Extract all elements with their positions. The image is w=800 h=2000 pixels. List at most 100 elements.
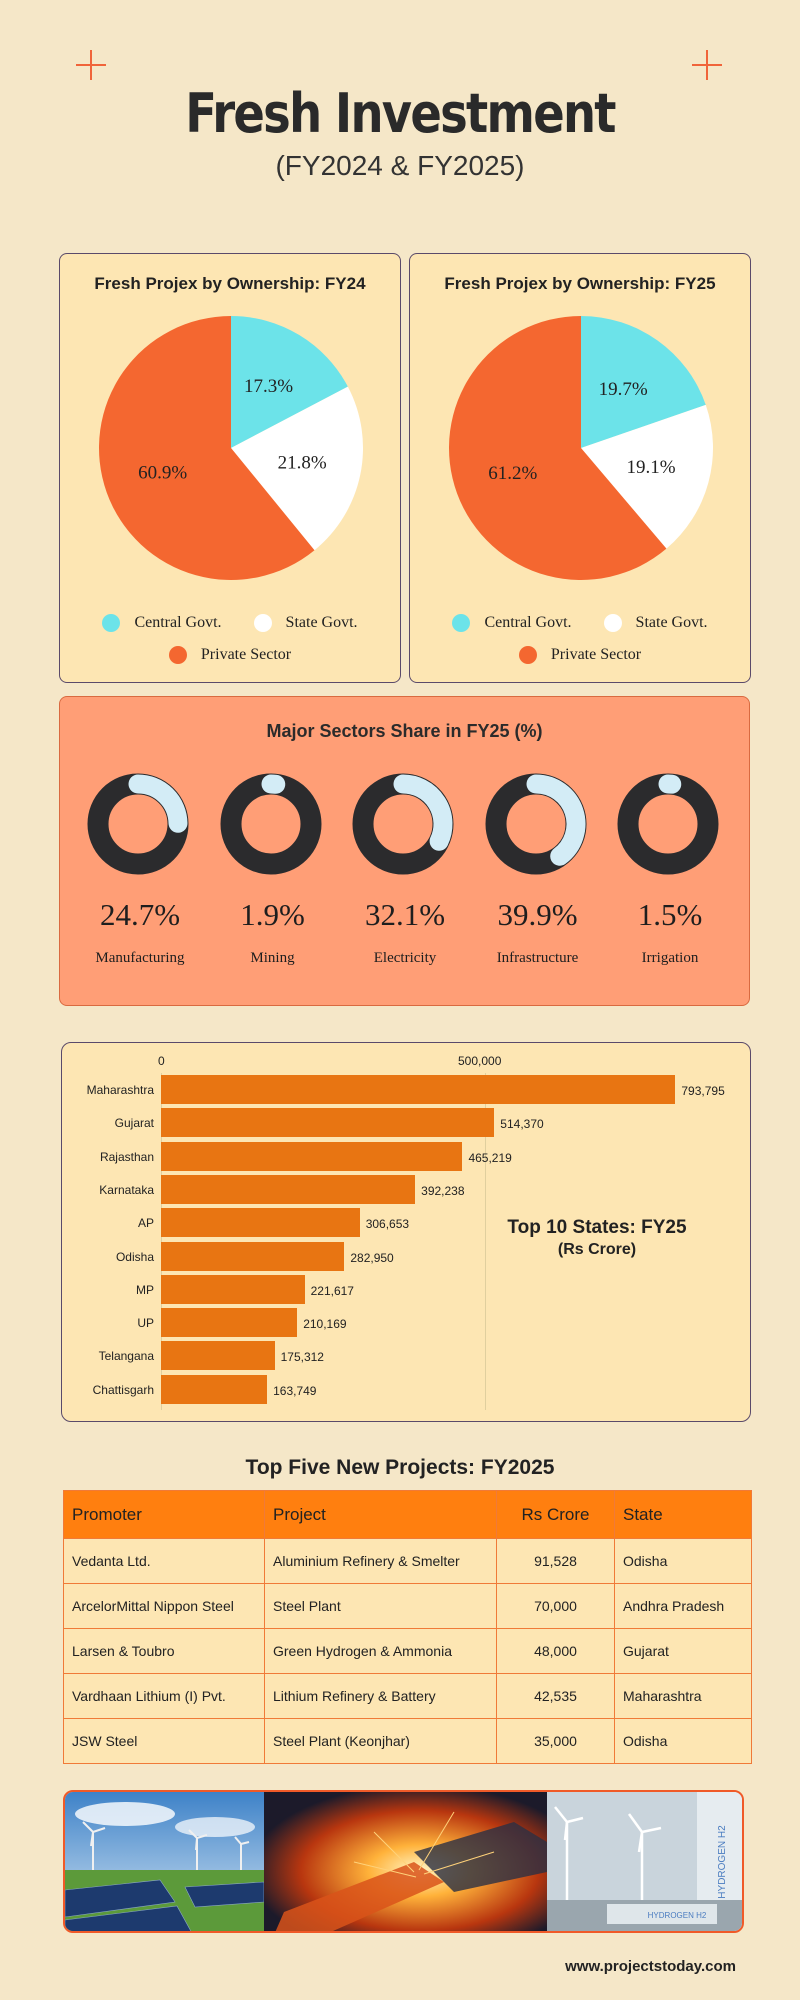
sector-label: Irrigation (641, 950, 699, 966)
table-cell: Green Hydrogen & Ammonia (264, 1628, 497, 1674)
pie-slice-label: 61.2% (488, 463, 537, 484)
table-row: Vardhaan Lithium (I) Pvt. Lithium Refine… (63, 1673, 752, 1719)
x-tick-label: 0 (158, 1054, 165, 1068)
table-cell: Odisha (614, 1718, 752, 1764)
bar-chattisgarh (161, 1374, 268, 1404)
table-cell: Steel Plant (Keonjhar) (264, 1718, 497, 1764)
bar-category-label: Odisha (115, 1249, 154, 1264)
svg-text:HYDROGEN H2: HYDROGEN H2 (648, 1911, 707, 1920)
sector-value: 32.1% (364, 897, 446, 932)
bar-gridline (485, 1073, 486, 1410)
bar-chart-subtitle: (Rs Crore) (557, 1241, 637, 1258)
decor-plus-icon (692, 50, 722, 80)
donut-chart (352, 773, 454, 875)
pie-slice-label: 19.1% (626, 457, 675, 478)
pie-slice-label: 60.9% (138, 462, 187, 483)
table-row: Larsen & Toubro Green Hydrogen & Ammonia… (63, 1628, 752, 1674)
sectors-title: Major Sectors Share in FY25 (%) (266, 721, 543, 741)
donut-fill (526, 774, 585, 866)
legend-label: State Govt. (635, 614, 708, 631)
sector-donut-irrigation: 1.5% Irrigation (610, 772, 730, 966)
legend-label: Private Sector (200, 646, 292, 663)
column-header: Promoter (63, 1490, 265, 1539)
bar-rajasthan (161, 1141, 463, 1171)
donut-track (617, 773, 719, 875)
bar-category-label: Maharashtra (86, 1083, 154, 1097)
legend-label: Central Govt. (134, 614, 222, 631)
table-cell: Steel Plant (264, 1583, 497, 1629)
x-tick-label: 500,000 (458, 1054, 502, 1068)
legend-swatch-state (253, 614, 272, 632)
pie-slice-label: 21.8% (278, 452, 327, 473)
bar-category-label: Chattisgarh (92, 1382, 154, 1397)
photo-strip: HYDROGEN H2 HYDROGEN H2 (63, 1790, 744, 1933)
hydrogen-plant-image: HYDROGEN H2 HYDROGEN H2 (547, 1792, 742, 1931)
sector-value: 1.9% (240, 897, 305, 932)
bar-value-label: 175,312 (280, 1350, 324, 1365)
table-cell: Gujarat (614, 1628, 752, 1674)
sector-donut-electricity: 32.1% Electricity (345, 772, 465, 966)
bar-category-label: Karnataka (99, 1182, 154, 1197)
pie-slice-private (449, 316, 667, 580)
table-cell: 91,528 (496, 1538, 615, 1584)
table-row: Vedanta Ltd. Aluminium Refinery & Smelte… (63, 1538, 752, 1584)
bar-category-label: AP (137, 1216, 154, 1231)
legend-swatch-state (603, 614, 622, 632)
table-cell: Maharashtra (614, 1673, 752, 1719)
projects-table: Promoter Project Rs Crore State Vedanta … (63, 1490, 752, 1764)
column-header: Rs Crore (496, 1490, 615, 1539)
bar-value-label: 282,950 (350, 1250, 394, 1265)
legend-item-central: Central Govt. (452, 614, 572, 632)
table-header-row: Promoter Project Rs Crore State (63, 1490, 752, 1539)
solar-wind-image (65, 1792, 264, 1931)
bar-odisha (161, 1241, 345, 1271)
pie-title: Fresh Projex by Ownership: FY24 (94, 274, 366, 293)
bar-value-label: 163,749 (273, 1383, 317, 1398)
legend-swatch-private (168, 646, 187, 664)
pie-slice-label: 19.7% (599, 379, 648, 400)
bar-karnataka (161, 1174, 416, 1204)
legend-swatch-central (102, 614, 121, 632)
sector-value: 24.7% (99, 897, 181, 932)
bar-category-label: MP (136, 1282, 154, 1297)
donut-chart (87, 773, 189, 875)
svg-text:HYDROGEN H2: HYDROGEN H2 (717, 1825, 728, 1899)
donut-chart (220, 773, 321, 875)
column-header: Project (264, 1490, 497, 1539)
table-row: JSW Steel Steel Plant (Keonjhar) 35,000 … (63, 1718, 752, 1764)
bar-up (161, 1308, 298, 1338)
legend-item-private: Private Sector (168, 646, 292, 664)
states-bar-card: 0 500,000 Maharashtra 793,795 Gujarat 514,370… (61, 1042, 751, 1422)
bar-mp (161, 1274, 305, 1304)
table-cell: Vardhaan Lithium (I) Pvt. (63, 1673, 265, 1719)
sectors-panel: Major Sectors Share in FY25 (%) 24.7% Man… (59, 696, 750, 1006)
pie-card-fy25: Fresh Projex by Ownership: FY25 19.7% 19.… (409, 253, 751, 683)
pie-chart-fy24: 17.3% 21.8% 60.9% (98, 316, 363, 580)
donut-fill (128, 774, 188, 833)
legend-item-state: State Govt. (253, 614, 358, 632)
bar-value-label: 465,219 (468, 1150, 512, 1165)
legend-item-central: Central Govt. (102, 614, 222, 632)
column-header: State (614, 1490, 752, 1539)
steel-plant-image (264, 1792, 547, 1931)
pie-slice-state (581, 404, 713, 549)
legend-label: State Govt. (285, 614, 358, 631)
bar-value-label: 221,617 (310, 1283, 354, 1298)
bar-category-label: UP (137, 1316, 154, 1331)
sector-label: Mining (250, 950, 295, 966)
bar-value-label: 514,370 (500, 1117, 544, 1132)
page-subtitle: (FY2024 & FY2025) (275, 150, 525, 181)
table-cell: Odisha (614, 1538, 752, 1584)
pie-slice-central (581, 316, 706, 448)
sector-value: 1.5% (637, 897, 703, 932)
bar-category-label: Rajasthan (99, 1149, 154, 1164)
table-cell: 35,000 (496, 1718, 615, 1764)
sector-donut-infrastructure: 39.9% Infrastructure (478, 772, 598, 966)
table-cell: 48,000 (496, 1628, 615, 1674)
sector-label: Electricity (373, 950, 437, 966)
sector-label: Infrastructure (496, 950, 579, 966)
projects-title: Top Five New Projects: FY2025 (245, 1456, 555, 1479)
table-cell: Aluminium Refinery & Smelter (264, 1538, 497, 1584)
bar-value-label: 793,795 (681, 1084, 725, 1098)
legend-swatch-central (452, 614, 471, 632)
